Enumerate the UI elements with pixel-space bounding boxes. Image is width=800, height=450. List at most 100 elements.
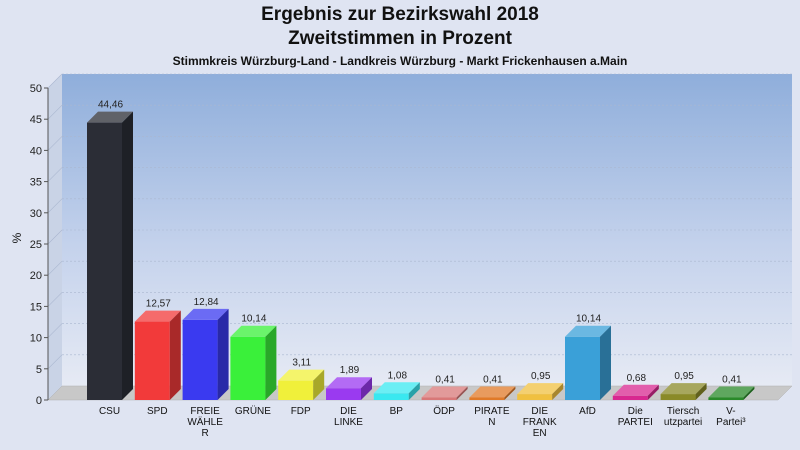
bar-value-label: 12,57	[146, 299, 171, 310]
bar-top	[660, 383, 707, 395]
x-tick-label: CSU	[99, 406, 120, 417]
bar-side	[552, 383, 564, 400]
y-axis-label: %	[10, 232, 24, 243]
x-tick-label: WÄHLE	[187, 416, 223, 428]
bar	[87, 122, 122, 400]
y-tick-label: 40	[30, 145, 42, 157]
bar-value-label: 0,95	[674, 371, 694, 382]
bar-side	[122, 111, 133, 400]
bar-top	[278, 369, 325, 381]
bar-side	[743, 386, 755, 400]
gridline-side	[47, 104, 63, 120]
bar-value-label: 0,41	[722, 374, 742, 385]
bar	[421, 397, 457, 400]
bar-top	[182, 308, 229, 320]
bar-value-label: 0,68	[627, 373, 647, 384]
bar-value-label: 3,11	[292, 358, 311, 369]
bar-value-label: 1,89	[340, 365, 360, 376]
bar	[565, 336, 600, 400]
x-tick-label: ÖDP	[433, 405, 455, 417]
x-tick-label: N	[488, 417, 495, 428]
bar-side	[600, 325, 611, 400]
gridline-side	[47, 229, 63, 245]
bar-side	[169, 310, 181, 400]
x-tick-label: DIE	[340, 406, 357, 417]
bar-side	[647, 384, 659, 400]
chart-title: Ergebnis zur Bezirkswahl 2018	[261, 4, 539, 25]
y-tick-label: 35	[30, 177, 42, 189]
x-tick-label: FDP	[291, 406, 311, 417]
gridline-side	[47, 167, 63, 182]
bar	[373, 393, 409, 400]
x-tick-label: PIRATE	[474, 406, 510, 417]
bar-side	[265, 325, 277, 400]
bar-top	[708, 386, 755, 398]
y-tick-label: 5	[36, 364, 42, 376]
x-tick-label: DIE	[531, 406, 548, 417]
bar-top	[87, 111, 133, 123]
x-tick-label: V-	[726, 406, 735, 417]
gridline-side	[47, 136, 63, 151]
x-tick-label: BP	[390, 406, 404, 417]
bar	[660, 394, 696, 400]
y-tick-label: 15	[30, 301, 42, 313]
chart-subtitle: Zweitstimmen in Prozent	[288, 28, 512, 49]
gridline-side	[47, 73, 63, 89]
x-tick-label: SPD	[147, 406, 168, 417]
bar-top	[373, 382, 420, 394]
chart-region-subtitle: Stimmkreis Würzburg-Land - Landkreis Wür…	[172, 54, 628, 68]
gridline-side	[47, 323, 63, 338]
bar	[278, 380, 314, 400]
gridline-side	[47, 354, 63, 370]
bar-value-label: 1,08	[388, 370, 408, 381]
x-tick-label: AfD	[579, 406, 596, 417]
y-tick-label: 50	[30, 83, 42, 95]
x-tick-label: R	[201, 428, 208, 439]
bar-top	[134, 310, 181, 322]
x-tick-label: Die	[628, 406, 643, 417]
y-tick-label: 0	[36, 395, 42, 407]
bar-top	[612, 384, 659, 396]
x-tick-label: FRANK	[523, 417, 557, 428]
bar-top	[421, 386, 468, 398]
bar	[230, 336, 266, 400]
x-tick-label: LINKE	[334, 417, 363, 428]
bar	[517, 394, 553, 400]
bar	[708, 397, 744, 400]
x-tick-label: EN	[533, 428, 547, 439]
bar-side	[217, 308, 229, 400]
bar	[326, 388, 361, 400]
x-tick-label: FREIE	[190, 406, 220, 417]
y-tick-label: 20	[30, 270, 42, 282]
x-tick-label: GRÜNE	[235, 405, 271, 417]
y-tick-label: 25	[30, 239, 42, 251]
x-tick-label: Tiersch	[667, 406, 699, 417]
y-tick-label: 10	[30, 333, 42, 345]
bar-side	[456, 386, 468, 400]
gridline-side	[47, 260, 63, 276]
bar-value-label: 0,95	[531, 371, 551, 382]
y-tick-label: 30	[30, 208, 42, 220]
bar-top	[230, 325, 277, 337]
bar-side	[408, 382, 420, 400]
bar	[182, 319, 218, 400]
bar-value-label: 0,41	[435, 374, 455, 385]
x-tick-label: PARTEI	[618, 417, 653, 428]
gridline-side	[47, 198, 63, 214]
bar-side	[695, 383, 707, 400]
bar	[469, 397, 505, 400]
y-tick-label: 45	[30, 114, 42, 126]
bar-value-label: 0,41	[483, 374, 503, 385]
bar-value-label: 44,46	[98, 100, 123, 111]
x-tick-label: Partei³	[716, 417, 746, 428]
bar-side	[361, 377, 372, 400]
bar-value-label: 10,14	[241, 314, 266, 325]
bar-top	[565, 325, 611, 337]
bar-side	[313, 369, 325, 400]
x-tick-label: utzpartei	[664, 417, 702, 428]
bar	[134, 321, 170, 400]
bar-top	[469, 386, 516, 398]
bar-value-label: 10,14	[576, 314, 601, 325]
